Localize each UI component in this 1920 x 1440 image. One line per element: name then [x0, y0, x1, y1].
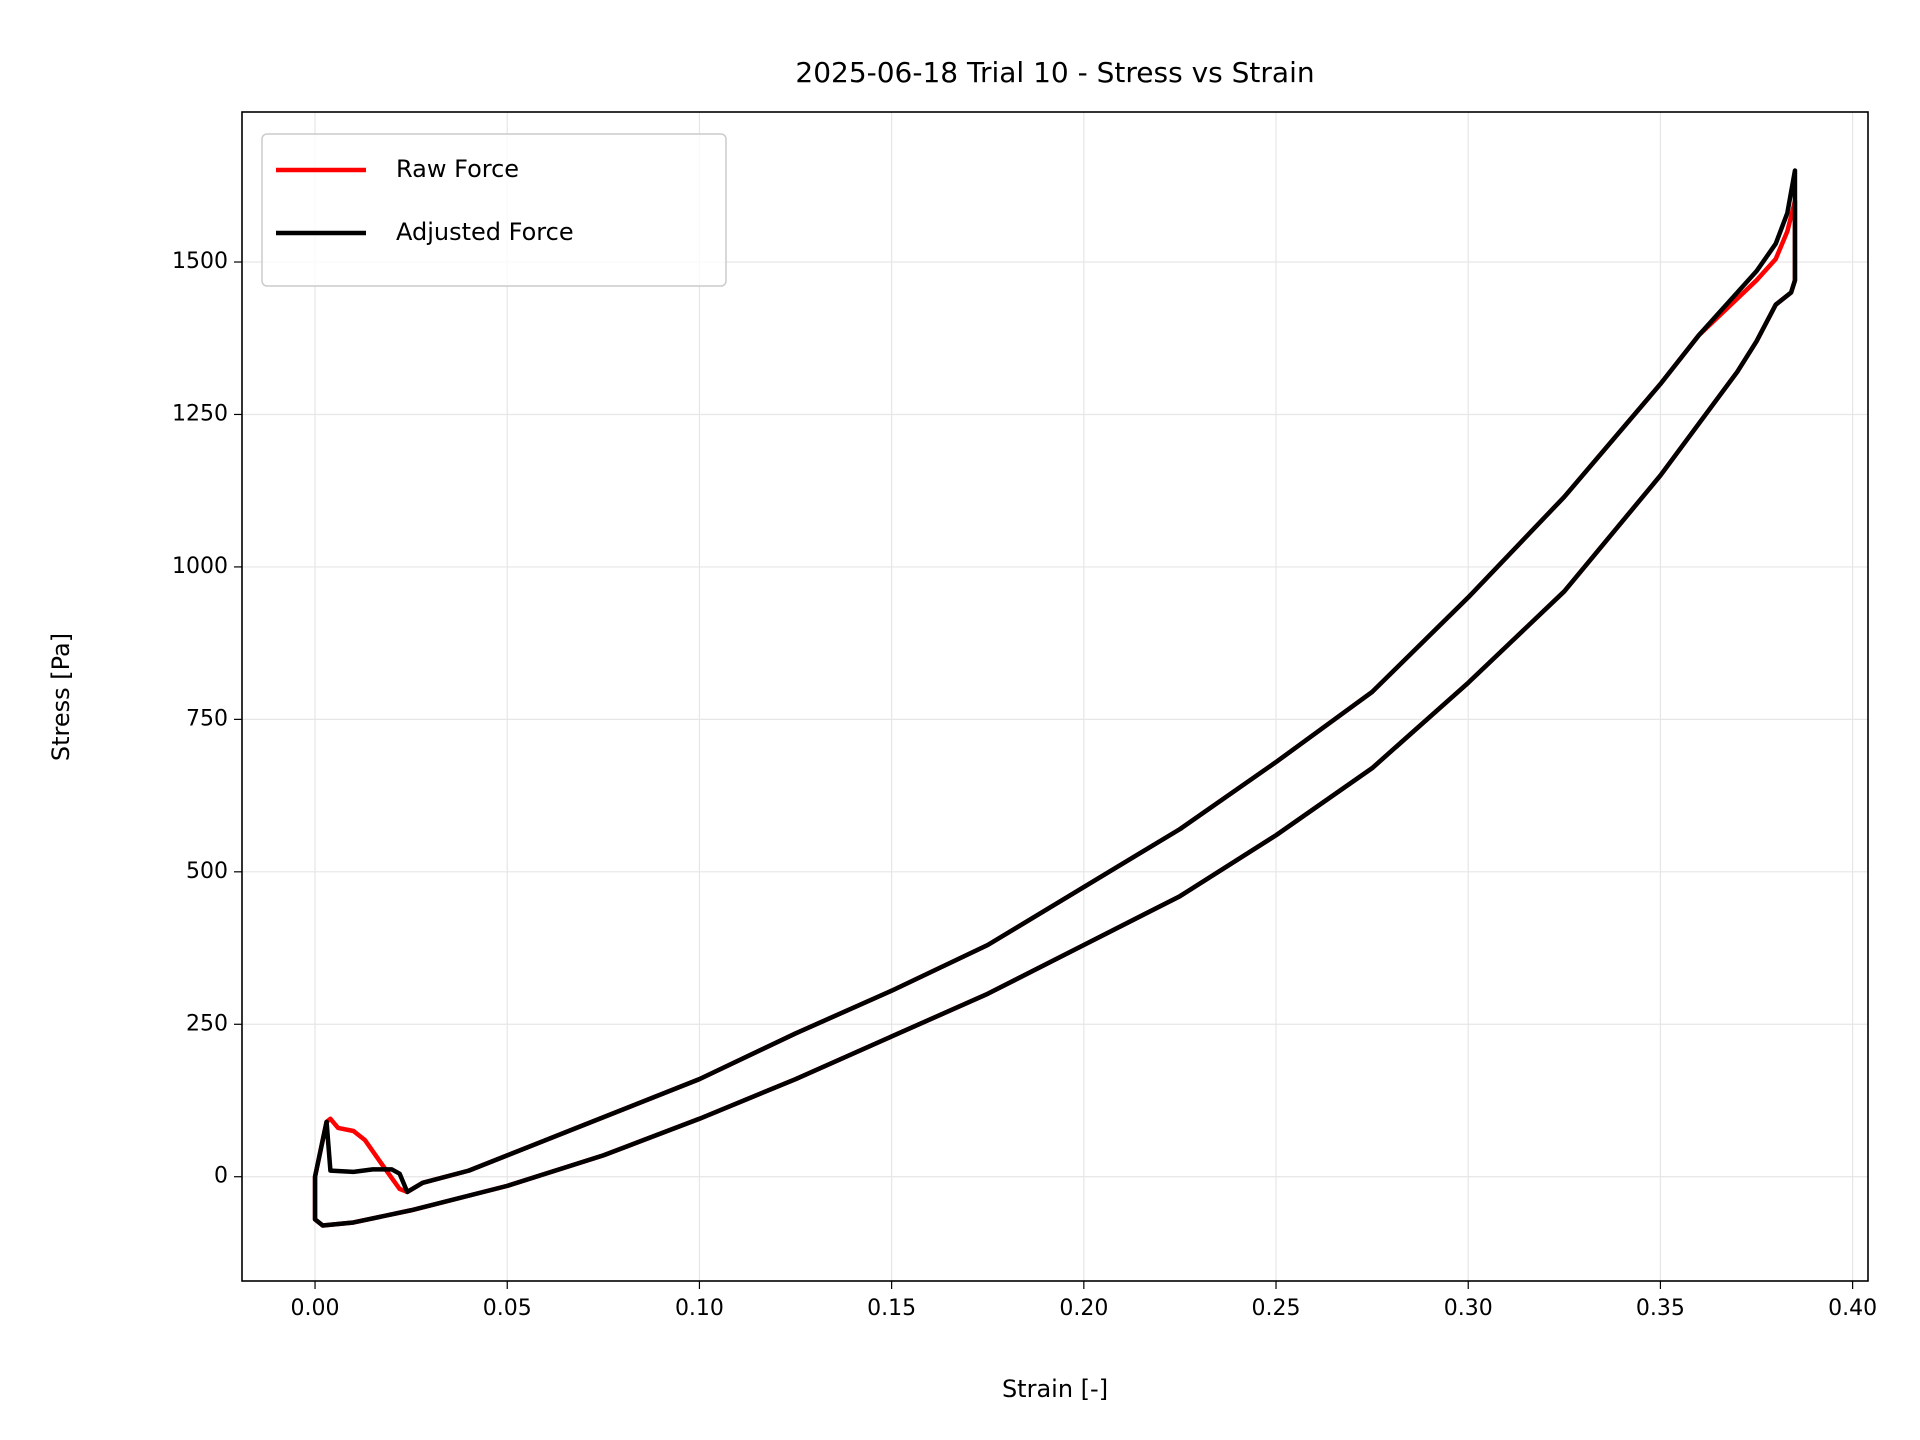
y-tick-label: 500 [186, 859, 228, 884]
y-tick-label: 0 [214, 1164, 228, 1189]
x-tick-label: 0.25 [1252, 1296, 1301, 1321]
x-tick-label: 0.20 [1059, 1296, 1108, 1321]
legend-label: Raw Force [396, 155, 519, 183]
y-tick-label: 1250 [172, 401, 228, 426]
y-axis-label: Stress [Pa] [47, 633, 75, 761]
y-tick-label: 1000 [172, 554, 228, 579]
legend-box [261, 133, 727, 287]
x-tick-label: 0.05 [483, 1296, 532, 1321]
y-tick-label: 1500 [172, 249, 228, 274]
plot-frame [241, 111, 1869, 1282]
chart-title: 2025-06-18 Trial 10 - Stress vs Strain [795, 56, 1314, 89]
x-tick-label: 0.40 [1828, 1296, 1877, 1321]
x-tick-label: 0.00 [291, 1296, 340, 1321]
x-tick-label: 0.10 [675, 1296, 724, 1321]
y-tick-label: 750 [186, 706, 228, 731]
x-tick-label: 0.35 [1636, 1296, 1685, 1321]
y-tick-label: 250 [186, 1011, 228, 1036]
legend-label: Adjusted Force [396, 218, 574, 246]
x-tick-label: 0.15 [867, 1296, 916, 1321]
x-tick-label: 0.30 [1444, 1296, 1493, 1321]
data-line [312, 168, 1798, 1228]
x-axis-label: Strain [-] [1002, 1375, 1108, 1403]
